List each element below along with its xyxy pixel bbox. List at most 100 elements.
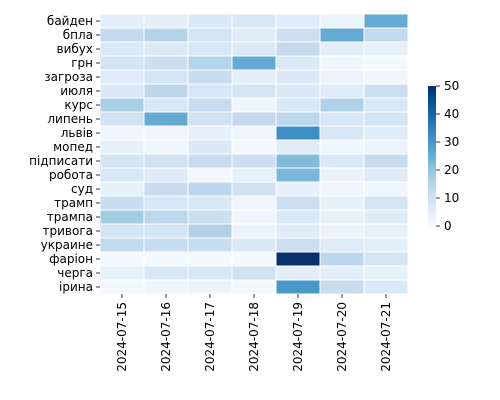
heatmap-cell: [363, 167, 409, 183]
heatmap-cell: [143, 125, 189, 141]
heatmap-cell: [275, 195, 321, 211]
colorbar: 0 10 20 30 40 50: [428, 79, 459, 233]
y-tick-label: фаріон: [49, 252, 93, 266]
y-tick-label: мопед: [53, 140, 93, 154]
heatmap-cell: [231, 125, 277, 141]
heatmap-cell: [99, 195, 145, 211]
heatmap-cell: [275, 223, 321, 239]
heatmap-cell: [275, 83, 321, 99]
heatmap-cell: [231, 223, 277, 239]
heatmap-cell: [231, 83, 277, 99]
heatmap-cell: [363, 265, 409, 281]
heatmap-cell: [187, 251, 233, 267]
colorbar-tick-label: 50: [444, 79, 459, 93]
heatmap-cell: [143, 195, 189, 211]
heatmap-cell: [187, 83, 233, 99]
heatmap-cell: [363, 251, 409, 267]
heatmap-cell: [187, 223, 233, 239]
heatmap-cell: [231, 111, 277, 127]
heatmap-cell: [319, 13, 365, 29]
heatmap-cell: [99, 265, 145, 281]
x-tick-label: 2024-07-20: [335, 302, 349, 372]
y-tick-label: курс: [64, 98, 93, 112]
heatmap-cell: [319, 125, 365, 141]
heatmap-cell: [99, 125, 145, 141]
heatmap-cell: [143, 251, 189, 267]
heatmap-cell: [99, 279, 145, 295]
heatmap-cell: [275, 153, 321, 169]
heatmap-cell: [363, 125, 409, 141]
heatmap-cell: [319, 265, 365, 281]
heatmap-cell: [143, 153, 189, 169]
heatmap-cell: [187, 139, 233, 155]
heatmap-cell: [275, 167, 321, 183]
heatmap-cells: [99, 13, 409, 295]
heatmap-cell: [275, 125, 321, 141]
heatmap-cell: [275, 279, 321, 295]
heatmap-cell: [187, 13, 233, 29]
heatmap-cell: [187, 265, 233, 281]
heatmap-cell: [99, 237, 145, 253]
heatmap-cell: [187, 209, 233, 225]
heatmap-cell: [143, 265, 189, 281]
heatmap-cell: [231, 181, 277, 197]
heatmap-cell: [363, 139, 409, 155]
heatmap-cell: [187, 27, 233, 43]
heatmap-cell: [319, 27, 365, 43]
heatmap-cell: [319, 111, 365, 127]
y-tick-label: липень: [47, 112, 93, 126]
colorbar-tick-label: 0: [444, 219, 452, 233]
heatmap-cell: [275, 55, 321, 71]
heatmap-cell: [275, 209, 321, 225]
heatmap-cell: [99, 167, 145, 183]
heatmap-cell: [363, 181, 409, 197]
heatmap-cell: [363, 111, 409, 127]
heatmap-cell: [319, 55, 365, 71]
heatmap-cell: [187, 167, 233, 183]
heatmap-cell: [319, 251, 365, 267]
heatmap-cell: [319, 69, 365, 85]
y-tick-label: грн: [71, 56, 93, 70]
y-tick-label: трампа: [47, 210, 93, 224]
heatmap-cell: [187, 97, 233, 113]
heatmap-cell: [275, 251, 321, 267]
y-tick-label: вибух: [57, 42, 93, 56]
heatmap-cell: [99, 139, 145, 155]
x-tick-label: 2024-07-19: [291, 302, 305, 372]
heatmap-cell: [143, 27, 189, 43]
colorbar-tick-label: 20: [444, 163, 459, 177]
heatmap-cell: [231, 251, 277, 267]
heatmap-cell: [187, 55, 233, 71]
heatmap-cell: [319, 237, 365, 253]
heatmap-cell: [231, 265, 277, 281]
heatmap-cell: [231, 139, 277, 155]
heatmap-cell: [319, 167, 365, 183]
heatmap-cell: [363, 237, 409, 253]
heatmap-cell: [319, 209, 365, 225]
heatmap-cell: [99, 251, 145, 267]
y-tick-label: трамп: [54, 196, 93, 210]
heatmap-cell: [99, 153, 145, 169]
heatmap-cell: [143, 223, 189, 239]
heatmap-cell: [231, 195, 277, 211]
colorbar-tick-label: 40: [444, 107, 459, 121]
x-tick-label: 2024-07-16: [159, 302, 173, 372]
heatmap-cell: [275, 41, 321, 57]
heatmap-cell: [187, 125, 233, 141]
heatmap-cell: [363, 41, 409, 57]
heatmap-cell: [363, 27, 409, 43]
heatmap-cell: [99, 181, 145, 197]
heatmap-cell: [231, 209, 277, 225]
heatmap-cell: [319, 195, 365, 211]
heatmap-cell: [275, 181, 321, 197]
heatmap-cell: [187, 111, 233, 127]
y-tick-label: ірина: [59, 280, 93, 294]
heatmap-cell: [187, 41, 233, 57]
heatmap-cell: [363, 13, 409, 29]
heatmap-cell: [99, 55, 145, 71]
heatmap-cell: [275, 237, 321, 253]
colorbar-tick-label: 10: [444, 191, 459, 205]
x-tick-label: 2024-07-17: [203, 302, 217, 372]
y-tick-label: робота: [49, 168, 93, 182]
heatmap-cell: [319, 83, 365, 99]
